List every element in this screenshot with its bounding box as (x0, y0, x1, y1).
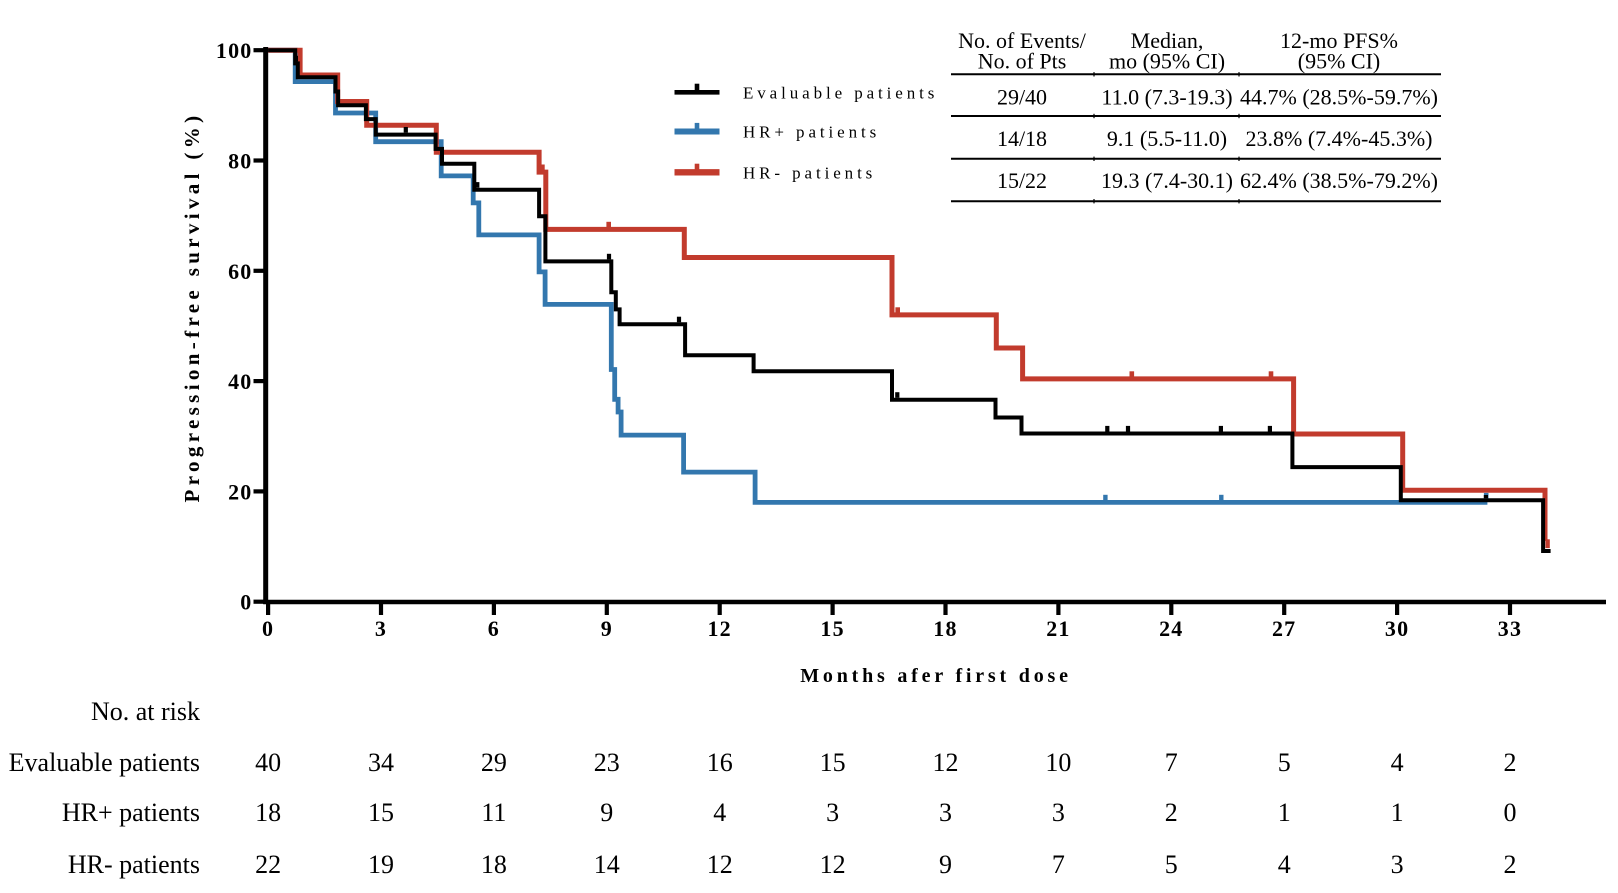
svg-text:15: 15 (820, 616, 844, 641)
svg-text:100: 100 (216, 38, 253, 63)
svg-text:12: 12 (820, 850, 846, 879)
svg-text:80: 80 (228, 149, 252, 174)
svg-text:18: 18 (933, 616, 957, 641)
svg-text:11.0 (7.3-19.3): 11.0 (7.3-19.3) (1101, 85, 1232, 110)
svg-text:19: 19 (368, 850, 394, 879)
svg-text:9: 9 (600, 798, 613, 827)
svg-text:33: 33 (1498, 616, 1522, 641)
svg-text:1: 1 (1391, 798, 1404, 827)
svg-text:15: 15 (820, 748, 846, 777)
svg-text:3: 3 (1052, 798, 1065, 827)
svg-text:4: 4 (1391, 748, 1404, 777)
svg-text:40: 40 (228, 369, 252, 394)
svg-text:14/18: 14/18 (997, 126, 1047, 151)
svg-text:3: 3 (375, 616, 387, 641)
svg-text:30: 30 (1385, 616, 1409, 641)
svg-text:HR+ patients: HR+ patients (743, 123, 880, 142)
svg-text:12: 12 (707, 850, 733, 879)
svg-text:62.4% (38.5%-79.2%): 62.4% (38.5%-79.2%) (1240, 168, 1438, 193)
svg-text:40: 40 (255, 748, 281, 777)
svg-text:3: 3 (939, 798, 952, 827)
svg-text:(95% CI): (95% CI) (1298, 49, 1380, 74)
svg-text:4: 4 (1278, 850, 1291, 879)
svg-text:2: 2 (1504, 748, 1517, 777)
svg-text:2: 2 (1504, 850, 1517, 879)
svg-text:9: 9 (939, 850, 952, 879)
svg-text:23: 23 (594, 748, 620, 777)
svg-text:HR- patients: HR- patients (743, 163, 876, 182)
svg-text:2: 2 (1165, 798, 1178, 827)
svg-text:18: 18 (481, 850, 507, 879)
svg-text:18: 18 (255, 798, 281, 827)
svg-text:12: 12 (933, 748, 959, 777)
svg-text:mo (95% CI): mo (95% CI) (1109, 49, 1225, 74)
svg-text:No. of Events/: No. of Events/ (958, 28, 1087, 53)
svg-text:27: 27 (1272, 616, 1296, 641)
svg-text:1: 1 (1278, 798, 1291, 827)
svg-text:9.1 (5.5-11.0): 9.1 (5.5-11.0) (1107, 126, 1227, 151)
svg-text:5: 5 (1278, 748, 1291, 777)
svg-text:34: 34 (368, 748, 394, 777)
svg-text:11: 11 (481, 798, 506, 827)
svg-text:24: 24 (1159, 616, 1183, 641)
svg-text:12: 12 (707, 616, 731, 641)
svg-text:16: 16 (707, 748, 733, 777)
svg-text:3: 3 (1391, 850, 1404, 879)
svg-text:7: 7 (1052, 850, 1065, 879)
svg-text:HR- patients: HR- patients (68, 850, 200, 879)
svg-text:4: 4 (713, 798, 726, 827)
svg-text:29/40: 29/40 (997, 85, 1047, 110)
svg-text:5: 5 (1165, 850, 1178, 879)
svg-text:0: 0 (262, 616, 274, 641)
svg-text:10: 10 (1045, 748, 1071, 777)
svg-text:44.7% (28.5%-59.7%): 44.7% (28.5%-59.7%) (1240, 85, 1438, 110)
svg-text:HR+ patients: HR+ patients (62, 798, 200, 827)
svg-text:12-mo PFS%: 12-mo PFS% (1280, 28, 1398, 53)
svg-text:7: 7 (1165, 748, 1178, 777)
svg-text:No. of Pts: No. of Pts (978, 49, 1067, 74)
svg-text:29: 29 (481, 748, 507, 777)
svg-text:Evaluable patients: Evaluable patients (9, 748, 200, 777)
svg-text:No. at risk: No. at risk (91, 697, 200, 726)
svg-text:15/22: 15/22 (997, 168, 1047, 193)
svg-text:21: 21 (1046, 616, 1070, 641)
svg-text:6: 6 (488, 616, 500, 641)
svg-text:Progression-free survival (%): Progression-free survival (%) (180, 112, 204, 503)
svg-text:15: 15 (368, 798, 394, 827)
svg-text:60: 60 (228, 259, 252, 284)
svg-text:Months afer first dose: Months afer first dose (800, 665, 1072, 687)
svg-text:Evaluable patients: Evaluable patients (743, 83, 938, 102)
svg-text:22: 22 (255, 850, 281, 879)
svg-text:0: 0 (1504, 798, 1517, 827)
svg-text:19.3 (7.4-30.1): 19.3 (7.4-30.1) (1101, 168, 1233, 193)
svg-text:14: 14 (594, 850, 620, 879)
svg-text:20: 20 (228, 479, 252, 504)
svg-text:23.8% (7.4%-45.3%): 23.8% (7.4%-45.3%) (1246, 126, 1433, 151)
svg-text:Median,: Median, (1131, 28, 1204, 53)
svg-text:3: 3 (826, 798, 839, 827)
svg-text:9: 9 (601, 616, 613, 641)
svg-text:0: 0 (240, 590, 252, 615)
